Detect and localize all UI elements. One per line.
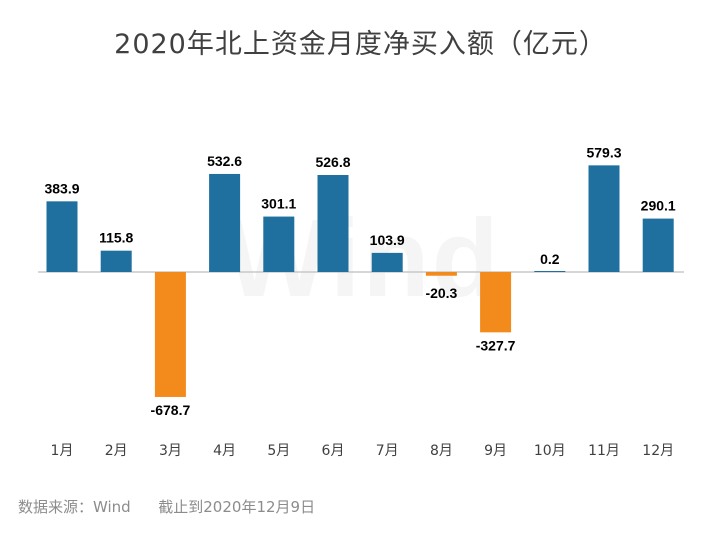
x-tick-label-7: 7月 <box>376 443 399 459</box>
x-tick-label-2: 2月 <box>105 443 128 459</box>
data-label-1: 383.9 <box>44 180 79 196</box>
data-label-4: 532.6 <box>207 153 242 169</box>
data-label-12: 290.1 <box>641 198 676 214</box>
data-label-9: -327.7 <box>476 337 516 353</box>
source-label: 数据来源：Wind <box>18 498 131 516</box>
bar-3 <box>154 272 186 397</box>
data-label-7: 103.9 <box>370 232 405 248</box>
x-tick-label-5: 5月 <box>267 443 290 459</box>
data-label-11: 579.3 <box>586 144 621 160</box>
data-label-6: 526.8 <box>315 154 350 170</box>
x-tick-label-9: 9月 <box>484 443 507 459</box>
x-tick-label-3: 3月 <box>159 443 182 459</box>
bar-8 <box>425 272 457 276</box>
x-tick-label-12: 12月 <box>642 443 674 459</box>
x-tick-label-11: 11月 <box>588 443 620 459</box>
data-label-2: 115.8 <box>99 230 133 246</box>
bar-2 <box>100 250 132 272</box>
bar-5 <box>263 216 295 272</box>
bar-11 <box>588 165 620 272</box>
data-label-5: 301.1 <box>261 196 296 212</box>
x-tick-label-6: 6月 <box>322 443 345 459</box>
x-tick-label-4: 4月 <box>213 443 236 459</box>
bar-4 <box>209 173 241 272</box>
x-tick-label-8: 8月 <box>430 443 453 459</box>
cutoff-date: 截止到2020年12月9日 <box>158 498 316 516</box>
data-label-8: -20.3 <box>425 285 457 301</box>
data-label-3: -678.7 <box>151 402 191 418</box>
chart-title: 2020年北上资金月度净买入额（亿元） <box>114 29 607 60</box>
bar-7 <box>371 252 403 272</box>
bar-12 <box>642 218 674 272</box>
data-label-10: 0.2 <box>540 251 560 267</box>
bar-1 <box>46 201 78 272</box>
bar-10 <box>534 271 566 272</box>
bar-6 <box>317 175 349 272</box>
bar-9 <box>480 272 512 333</box>
x-tick-label-1: 1月 <box>51 443 74 459</box>
source-note: 数据来源：Wind 截止到2020年12月9日 <box>18 496 315 517</box>
x-tick-label-10: 10月 <box>534 443 566 459</box>
